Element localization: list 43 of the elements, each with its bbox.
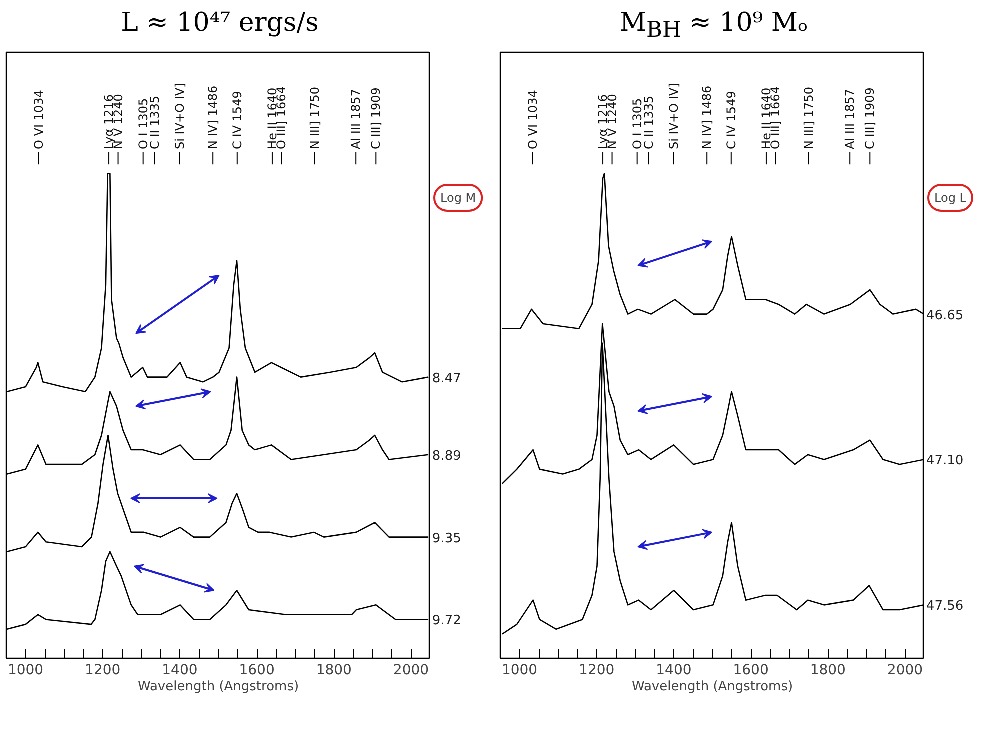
x-tick-label: 1000 — [502, 662, 538, 678]
annotation: C II 1335 — [148, 96, 162, 150]
x-axis-title: Wavelength (Angstroms) — [632, 680, 794, 694]
text: Log L — [934, 190, 967, 205]
x-tick-label: 1800 — [810, 662, 846, 678]
x-tick-label: 1200 — [579, 662, 615, 678]
chart-title: L ≈ 10⁴⁷ ergs/s — [121, 7, 319, 40]
x-tick-label: 1200 — [85, 662, 121, 678]
x-tick-label: 1000 — [8, 662, 44, 678]
series-label: 8.89 — [432, 448, 462, 464]
x-tick-label: 1600 — [733, 662, 769, 678]
chart-title: M$_{BH}$ ≈ 10⁹ Mₒ — [620, 7, 808, 46]
series-label: 8.47 — [432, 371, 462, 386]
x-tick-label: 1800 — [316, 662, 352, 678]
series-label: 46.65 — [926, 308, 964, 324]
annotation: Al III 1857 — [843, 89, 858, 150]
annotation: N IV] 1486 — [206, 86, 220, 150]
x-axis-title: Wavelength (Angstroms) — [138, 680, 300, 694]
series-label: 47.56 — [926, 599, 964, 614]
annotation: C IV 1549 — [724, 91, 738, 150]
annotation: O VI 1034 — [526, 90, 540, 150]
series-label: 9.72 — [432, 614, 462, 629]
annotation: Al III 1857 — [349, 89, 364, 150]
x-tick-label: 1600 — [239, 662, 275, 678]
annotation: N III] 1750 — [308, 87, 322, 150]
annotation: O I 1305 — [136, 98, 150, 150]
annotation: O I 1305 — [630, 98, 644, 150]
annotation: C II 1335 — [642, 96, 656, 150]
annotation: C III] 1909 — [863, 88, 878, 150]
annotation: Si IV+O IV] — [172, 83, 187, 150]
series-label: 47.10 — [926, 454, 964, 469]
annotation: C IV 1549 — [230, 91, 244, 150]
x-tick-label: 1400 — [656, 662, 692, 678]
x-tick-label: 1400 — [162, 662, 198, 678]
annotation: N III] 1750 — [802, 87, 816, 150]
annotation: O VI 1034 — [32, 90, 46, 150]
annotation: C III] 1909 — [369, 88, 384, 150]
annotation: Si IV+O IV] — [666, 83, 681, 150]
series-label: 9.35 — [432, 531, 462, 546]
x-tick-label: 2000 — [887, 662, 924, 678]
text: Log M — [440, 190, 476, 205]
annotation: N IV] 1486 — [700, 86, 714, 150]
x-tick-label: 2000 — [393, 662, 430, 678]
